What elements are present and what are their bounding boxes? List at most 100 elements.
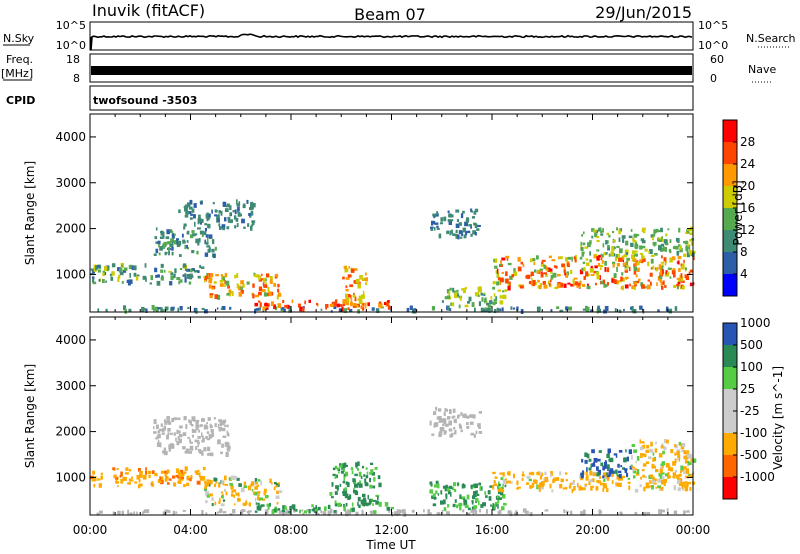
scatter-cell — [531, 486, 534, 489]
scatter-cell — [652, 478, 656, 483]
scatter-cell — [209, 293, 214, 296]
scatter-cell — [277, 303, 282, 308]
scatter-cell — [460, 412, 463, 416]
scatter-cell — [372, 503, 374, 506]
scatter-cell — [462, 227, 466, 233]
scatter-cell — [276, 490, 279, 494]
scatter-cell — [502, 479, 507, 484]
scatter-cell — [168, 510, 171, 514]
scatter-cell — [203, 231, 207, 236]
scatter-cell — [354, 296, 357, 302]
scatter-cell — [154, 236, 158, 240]
scatter-cell — [188, 206, 193, 210]
scatter-cell — [679, 482, 683, 485]
scatter-cell — [500, 488, 505, 493]
scatter-cell — [205, 500, 208, 504]
scatter-cell — [497, 499, 500, 504]
scatter-cell — [538, 487, 541, 492]
scatter-cell — [449, 230, 452, 236]
scatter-cell — [521, 477, 524, 481]
scatter-cell — [357, 467, 360, 471]
scatter-cell — [600, 233, 604, 236]
scatter-cell — [160, 423, 163, 427]
scatter-cell — [334, 475, 337, 479]
scatter-cell — [618, 229, 621, 235]
scatter-cell — [271, 482, 273, 485]
x-tick-label: 16:00 — [475, 523, 510, 537]
scatter-cell — [493, 259, 498, 263]
scatter-cell — [442, 418, 447, 423]
scatter-cell — [571, 488, 573, 494]
scatter-cell — [522, 471, 524, 476]
scatter-cell — [197, 469, 200, 472]
scatter-cell — [496, 268, 499, 274]
scatter-cell — [250, 224, 254, 227]
scatter-cell — [646, 284, 651, 290]
scatter-cell — [456, 219, 459, 222]
scatter-cell — [250, 226, 253, 231]
scatter-cell — [262, 306, 265, 311]
scatter-cell — [412, 309, 417, 314]
colorbar-segment — [723, 164, 737, 186]
scatter-cell — [258, 307, 261, 310]
scatter-cell — [443, 507, 447, 512]
scatter-cell — [686, 252, 690, 258]
scatter-cell — [688, 271, 691, 276]
scatter-cell — [372, 499, 376, 502]
scatter-cell — [628, 449, 632, 455]
scatter-cell — [211, 209, 213, 214]
scatter-cell — [625, 240, 629, 246]
scatter-cell — [274, 306, 278, 311]
scatter-cell — [256, 496, 260, 501]
scatter-cell — [474, 223, 478, 228]
scatter-cell — [243, 481, 247, 487]
scatter-cell — [243, 203, 246, 209]
scatter-cell — [633, 239, 637, 243]
scatter-cell — [151, 484, 155, 487]
scatter-cell — [448, 485, 453, 490]
cpid-value: twofsound -3503 — [93, 94, 197, 107]
scatter-cell — [357, 496, 361, 502]
scatter-cell — [368, 502, 371, 506]
scatter-cell — [343, 473, 346, 479]
scatter-cell — [684, 487, 689, 492]
scatter-cell — [369, 484, 373, 489]
scatter-cell — [643, 453, 647, 458]
scatter-cell — [237, 492, 240, 497]
scatter-cell — [650, 258, 654, 264]
scatter-cell — [464, 221, 468, 227]
scatter-cell — [220, 420, 225, 426]
scatter-cell — [683, 241, 687, 244]
scatter-cell — [550, 473, 552, 478]
scatter-cell — [463, 499, 467, 503]
scatter-cell — [138, 483, 143, 487]
scatter-cell — [483, 293, 486, 297]
scatter-cell — [366, 471, 369, 475]
scatter-cell — [459, 505, 462, 511]
scatter-cell — [206, 217, 210, 221]
scatter-cell — [463, 413, 466, 417]
scatter-cell — [423, 509, 425, 513]
scatter-cell — [492, 471, 496, 475]
scatter-cell — [490, 504, 492, 507]
scatter-cell — [270, 301, 274, 307]
scatter-cell — [446, 409, 449, 412]
power-colorbar-label: Power [dB] — [731, 180, 745, 245]
colorbar-tick-label: -1000 — [740, 470, 775, 484]
scatter-cell — [539, 475, 543, 480]
scatter-cell — [249, 207, 253, 211]
scatter-cell — [626, 456, 629, 462]
scatter-cell — [194, 221, 196, 227]
scatter-cell — [468, 296, 472, 302]
scatter-cell — [633, 250, 638, 253]
scatter-cell — [234, 209, 237, 215]
scatter-cell — [365, 482, 368, 486]
scatter-cell — [565, 472, 568, 475]
scatter-cell — [649, 281, 652, 286]
scatter-cell — [143, 308, 146, 311]
scatter-cell — [584, 485, 587, 487]
scatter-cell — [346, 294, 351, 298]
scatter-cell — [332, 467, 336, 471]
scatter-cell — [191, 428, 194, 433]
scatter-cell — [226, 226, 230, 230]
